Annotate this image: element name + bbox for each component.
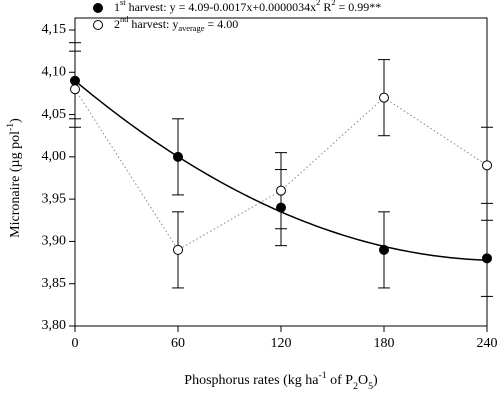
y-tick-label: 3,95 <box>42 191 67 206</box>
legend-label: 2nd harvest: yaverage = 4.00 <box>114 15 238 33</box>
text-part: ) <box>373 373 378 388</box>
text-part: -1 <box>5 123 16 131</box>
point <box>173 151 183 162</box>
text-part: st <box>120 0 126 7</box>
x-tick-label: 240 <box>477 336 498 351</box>
text-part: 2 <box>316 0 320 7</box>
text-part: of P <box>327 373 354 388</box>
x-tick-label: 0 <box>72 336 79 351</box>
text-part: = 4.00 <box>204 17 238 31</box>
x-tick-label: 60 <box>171 336 185 351</box>
text-part: O <box>358 373 368 388</box>
legend-label: 1st harvest: y = 4.09-0.0017x+0.0000034x… <box>114 0 381 14</box>
y-tick-label: 4,15 <box>42 22 67 37</box>
text-part: nd <box>120 15 129 24</box>
text-part: harvest: y <box>128 17 178 31</box>
point <box>70 84 80 95</box>
text-part: Phosphorus rates (kg ha <box>184 373 319 388</box>
x-tick-label: 180 <box>374 336 395 351</box>
text-part: 5 <box>368 381 373 392</box>
text-part: harvest: y = 4.09-0.0017x+0.0000034x <box>126 0 317 14</box>
text-part: Micronaire (µg pol <box>8 131 23 238</box>
point <box>276 185 286 196</box>
legend-marker <box>93 20 103 30</box>
text-part: 2 <box>353 381 358 392</box>
point <box>482 253 492 264</box>
y-tick-label: 4,10 <box>42 65 67 80</box>
y-tick-label: 3,90 <box>42 234 67 249</box>
x-axis-label: Phosphorus rates (kg ha-1 of P2O5) <box>184 370 378 392</box>
text-part: 1 <box>114 0 120 14</box>
text-part: -1 <box>318 370 326 381</box>
point <box>379 244 389 255</box>
y-tick-label: 3,80 <box>42 318 67 333</box>
text-part: 2 <box>114 17 120 31</box>
x-tick-label: 120 <box>271 336 292 351</box>
y-tick-label: 3,85 <box>42 276 67 291</box>
text-part: 2 <box>331 0 335 7</box>
point <box>379 92 389 103</box>
text-part: = 0.99** <box>336 0 382 14</box>
text-part: ) <box>8 118 23 123</box>
y-tick-label: 4,00 <box>42 149 67 164</box>
text-part: average <box>178 24 204 33</box>
y-tick-label: 4,05 <box>42 107 67 122</box>
legend-marker <box>93 3 103 13</box>
point <box>173 244 183 255</box>
y-axis-label: Micronaire (µg pol-1) <box>5 118 23 238</box>
text-part: R <box>320 0 331 14</box>
point <box>482 160 492 171</box>
